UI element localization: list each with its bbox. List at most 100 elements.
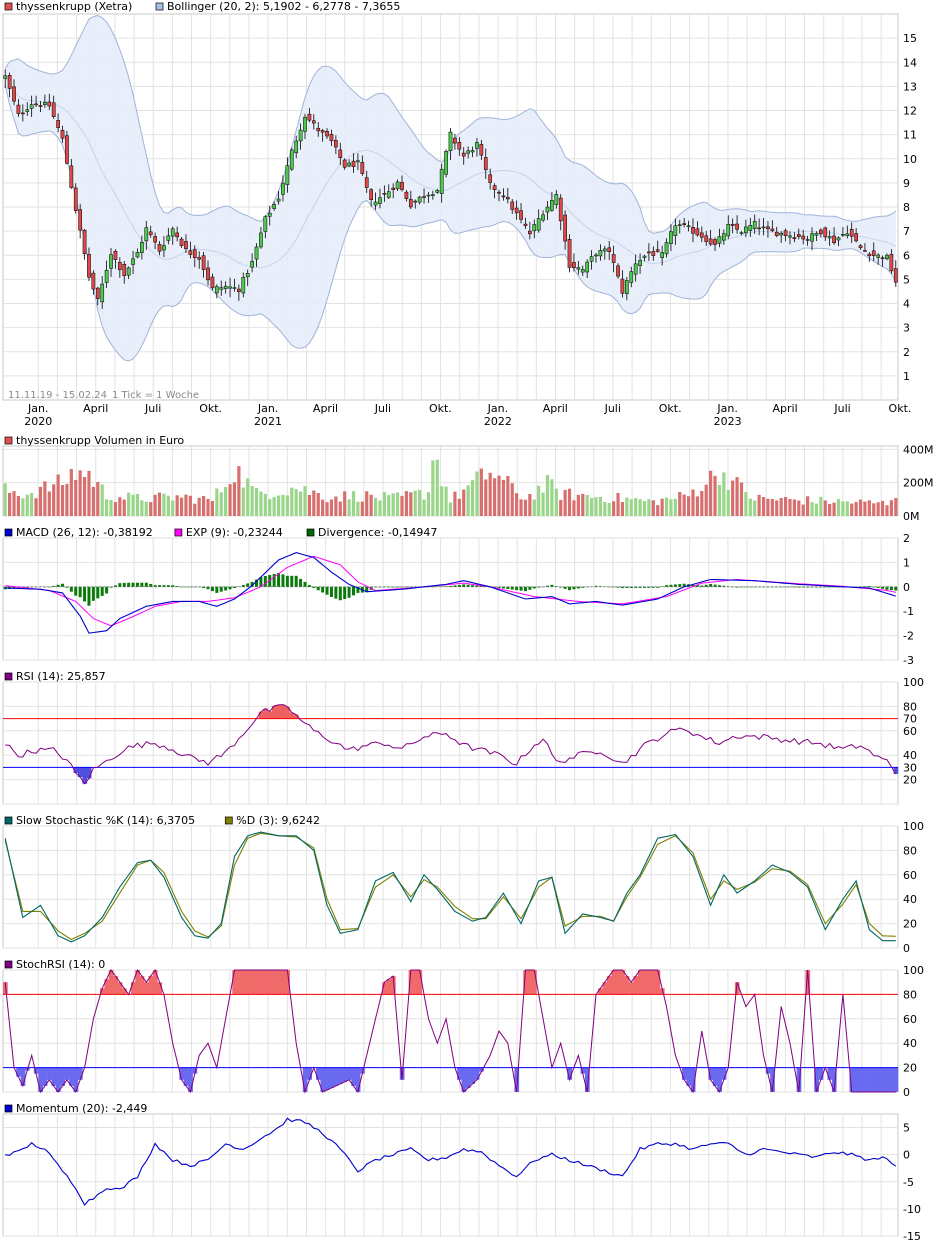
volume-bar	[572, 500, 576, 516]
volume-bar	[880, 500, 885, 516]
divergence-bar	[695, 585, 699, 587]
divergence-bar	[510, 586, 514, 590]
candle-body	[417, 196, 422, 203]
y-tick-label: 20	[903, 774, 917, 787]
divergence-bar	[409, 586, 413, 588]
divergence-bar	[16, 586, 20, 589]
volume-bar	[669, 499, 673, 516]
y-tick-label: 3	[903, 322, 910, 335]
divergence-bar	[647, 586, 651, 588]
divergence-bar	[479, 585, 483, 587]
volume-bar	[479, 468, 483, 516]
candle-body	[721, 233, 726, 241]
divergence-bar	[735, 586, 739, 588]
legend-swatch	[306, 528, 315, 537]
volume-bar	[748, 498, 752, 516]
candle-body	[541, 214, 545, 221]
divergence-bar	[642, 586, 646, 588]
volume-bar	[162, 493, 166, 516]
candle-body	[885, 254, 889, 260]
volume-bar	[788, 498, 792, 516]
divergence-bar	[56, 584, 60, 587]
candle-body	[91, 272, 96, 290]
candle-body	[188, 250, 193, 255]
stochrsi-oversold-fill	[765, 1067, 771, 1074]
volume-bar	[854, 502, 858, 516]
stochrsi-overbought-fill	[148, 976, 154, 995]
rsi-overbought-fill	[258, 711, 264, 719]
candle-body	[841, 234, 845, 236]
divergence-bar	[519, 586, 523, 591]
rsi-oversold-fill	[77, 767, 83, 778]
volume-bar	[444, 486, 448, 516]
candle-body	[545, 206, 550, 213]
volume-bar	[307, 494, 312, 516]
candle-body	[655, 249, 660, 252]
y-tick-label: 5	[903, 273, 910, 286]
divergence-bar	[572, 586, 576, 590]
candle-body	[726, 223, 731, 237]
volume-bar	[713, 475, 717, 516]
divergence-bar	[188, 586, 192, 588]
divergence-bar	[259, 577, 263, 587]
divergence-bar	[797, 586, 801, 588]
candle-body	[598, 250, 603, 257]
legend-label: thyssenkrupp Volumen in Euro	[16, 434, 184, 447]
candle-body	[510, 201, 515, 210]
volume-bar	[206, 498, 210, 516]
candle-body	[431, 194, 435, 196]
divergence-bar	[210, 586, 214, 592]
candle-body	[796, 234, 801, 238]
candle-body	[109, 254, 113, 269]
volume-bar	[457, 498, 461, 516]
stochrsi-overbought-fill	[390, 976, 396, 995]
volume-bar	[171, 500, 175, 516]
stochrsi-overbought-fill	[139, 976, 145, 995]
candle-body	[572, 262, 576, 268]
stochrsi-oversold-fill	[470, 1067, 476, 1084]
stochrsi-oversold-fill	[60, 1067, 66, 1086]
volume-bar	[497, 475, 501, 516]
candle-body	[382, 193, 387, 195]
volume-bar	[616, 492, 620, 516]
volume-bar	[25, 494, 29, 516]
candle-body	[677, 224, 682, 226]
volume-bar	[272, 497, 276, 516]
volume-bar	[276, 495, 281, 516]
candle-body	[250, 260, 254, 268]
y-tick-label: 10	[903, 153, 917, 166]
stochrsi-oversold-fill	[567, 1067, 573, 1080]
candle-body	[12, 86, 16, 102]
y-tick-label: 6	[903, 249, 910, 262]
legend-swatch	[4, 816, 13, 825]
volume-bar	[365, 491, 369, 516]
divergence-bar	[131, 582, 135, 587]
stochrsi-oversold-fill	[889, 1067, 894, 1092]
candle-body	[845, 233, 850, 236]
candle-body	[461, 152, 466, 157]
stochrsi-oversold-fill	[717, 1067, 722, 1092]
volume-bar	[144, 501, 148, 516]
volume-bar	[369, 494, 373, 516]
stochrsi-oversold-fill	[73, 1067, 79, 1092]
x-tick-month: April	[313, 402, 338, 415]
divergence-bar	[682, 583, 686, 587]
date-range-label: 11.11.19 - 15.02.24	[8, 390, 107, 401]
stochrsi-oversold-fill	[42, 1067, 48, 1086]
candle-body	[334, 140, 338, 148]
volume-bar	[422, 499, 426, 516]
divergence-bar	[651, 586, 655, 588]
candle-body	[7, 75, 12, 89]
stochrsi-oversold-fill	[16, 1067, 21, 1077]
candle-body	[858, 245, 863, 249]
candle-body	[594, 254, 598, 257]
candle-body	[254, 246, 259, 260]
volume-bar	[21, 498, 25, 516]
divergence-bar	[206, 586, 210, 590]
candle-body	[373, 201, 378, 206]
candle-body	[95, 287, 100, 299]
divergence-bar	[828, 586, 832, 588]
divergence-bar	[329, 586, 333, 597]
y-tick-label: 100	[903, 820, 924, 833]
candle-body	[25, 109, 30, 112]
